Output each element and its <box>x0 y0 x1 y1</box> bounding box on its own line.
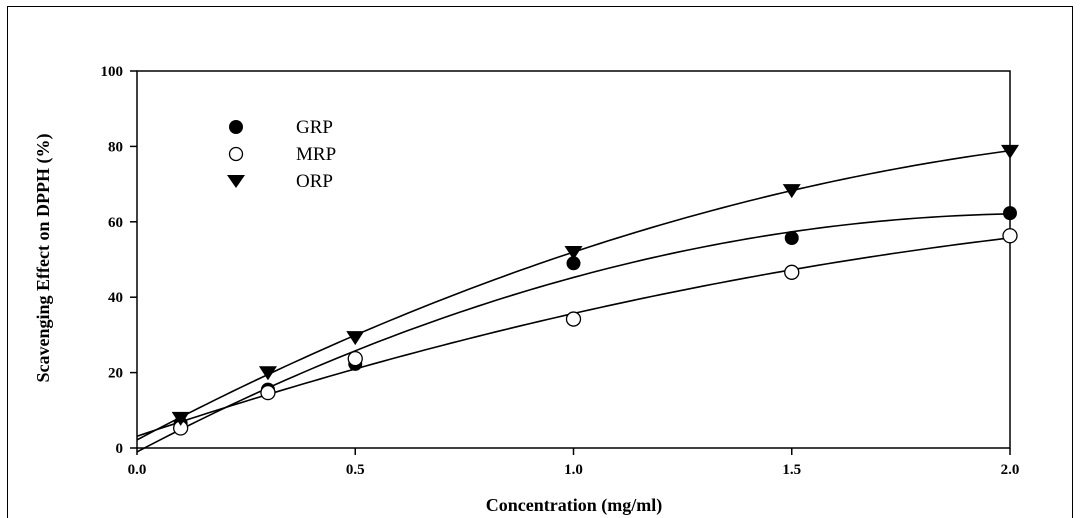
data-point-mrp <box>260 384 276 401</box>
data-point-grp <box>1003 206 1017 221</box>
y-tick-label: 60 <box>108 215 123 231</box>
x-tick-label: 1.0 <box>564 462 583 478</box>
legend: GRP MRP ORP <box>227 117 336 192</box>
data-markers <box>171 144 1019 436</box>
legend-label-orp: ORP <box>296 171 333 192</box>
x-tick-label: 0.0 <box>128 462 147 478</box>
data-point-orp <box>1001 144 1019 159</box>
x-tick-label: 1.5 <box>782 462 801 478</box>
data-point-grp <box>566 256 581 271</box>
legend-label-grp: GRP <box>296 117 333 138</box>
y-tick-label: 20 <box>108 366 123 382</box>
y-tick-label: 40 <box>108 290 123 306</box>
data-point-mrp <box>347 351 363 367</box>
fit-curve-grp <box>136 213 1011 453</box>
legend-marker-grp <box>229 120 243 134</box>
y-axis-title: Scavenging Effect on DPPH (%) <box>33 134 54 383</box>
data-point-mrp <box>784 264 800 280</box>
legend-marker-mrp <box>228 146 244 162</box>
x-tick-label: 0.5 <box>346 462 365 478</box>
x-axis-title: Concentration (mg/ml) <box>486 495 662 516</box>
legend-label-mrp: MRP <box>296 144 336 165</box>
data-point-mrp <box>1002 228 1018 244</box>
data-point-orp <box>171 411 190 426</box>
y-tick-label: 100 <box>101 64 124 80</box>
fitted-curves <box>136 149 1011 453</box>
data-point-orp <box>346 331 365 346</box>
figure-frame <box>7 6 1073 518</box>
data-point-grp <box>784 231 799 246</box>
x-tick-label: 2.0 <box>1001 462 1020 478</box>
plot-axes: 0.0 0.5 1.0 1.5 2.0 0 20 40 60 80 100 <box>101 64 1020 478</box>
legend-marker-orp <box>227 175 245 188</box>
data-point-mrp <box>565 311 582 327</box>
y-tick-label: 80 <box>108 139 123 155</box>
data-point-orp <box>782 184 801 199</box>
data-point-orp <box>258 366 277 381</box>
data-point-orp <box>564 245 583 260</box>
y-tick-label: 0 <box>116 441 124 457</box>
